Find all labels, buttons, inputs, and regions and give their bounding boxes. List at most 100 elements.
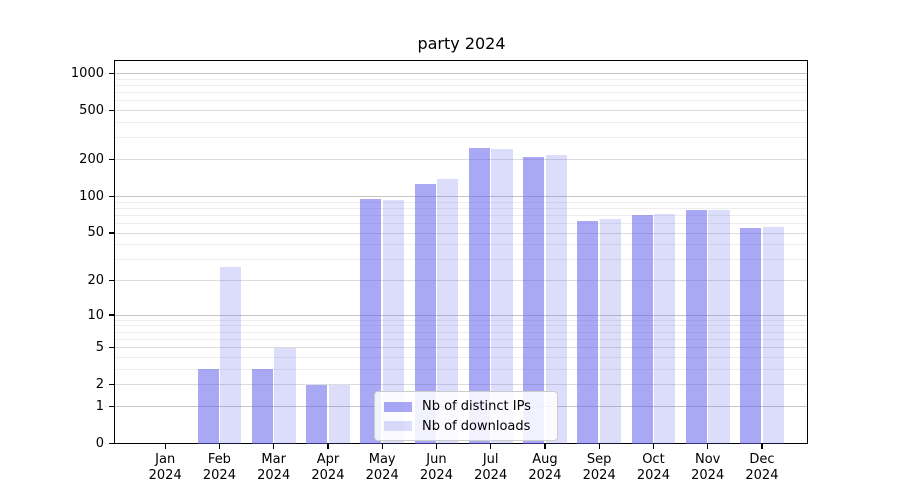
gridline-300 xyxy=(115,137,807,139)
x-tick-mark xyxy=(218,444,221,449)
bar-ips-dec xyxy=(740,227,762,444)
gridline-60 xyxy=(115,222,807,224)
bar-downloads-apr xyxy=(328,384,350,444)
gridline-4 xyxy=(115,356,807,358)
gridline-900 xyxy=(115,78,807,80)
x-tick-label: Sep 2024 xyxy=(582,452,616,483)
bar-downloads-aug xyxy=(545,154,567,444)
bar-downloads-dec xyxy=(762,227,784,444)
x-tick-label: May 2024 xyxy=(365,452,399,483)
bar-downloads-jul xyxy=(491,148,513,444)
y-tick-mark xyxy=(109,279,114,282)
x-tick-label: Mar 2024 xyxy=(257,452,291,483)
gridline-600 xyxy=(115,100,807,102)
y-tick-label: 500 xyxy=(79,103,104,119)
bar-ips-oct xyxy=(631,215,653,444)
legend-label: Nb of downloads xyxy=(422,418,531,434)
x-tick-label: Apr 2024 xyxy=(311,452,345,483)
y-tick-label: 10 xyxy=(87,307,104,323)
gridline-20 xyxy=(115,280,807,282)
y-tick-mark xyxy=(109,346,114,349)
gridline-1000 xyxy=(115,73,807,75)
y-tick-label: 1 xyxy=(95,398,104,414)
x-tick-mark xyxy=(598,444,600,449)
y-tick-mark xyxy=(109,314,114,316)
x-tick-label: Oct 2024 xyxy=(636,452,670,483)
legend: Nb of distinct IPs Nb of downloads xyxy=(374,391,558,441)
x-tick-mark xyxy=(435,444,438,449)
y-tick-mark xyxy=(109,232,114,234)
legend-swatch xyxy=(384,421,412,432)
gridline-3 xyxy=(115,368,807,370)
bar-downloads-jun xyxy=(437,178,459,444)
bar-downloads-may xyxy=(382,200,405,444)
legend-swatch xyxy=(384,401,412,412)
gridline-9 xyxy=(115,319,807,321)
chart-title: party 2024 xyxy=(417,34,506,53)
gridline-700 xyxy=(115,92,807,94)
gridline-30 xyxy=(115,259,807,261)
y-tick-mark xyxy=(109,195,114,198)
x-tick-label: Jul 2024 xyxy=(474,452,508,483)
gridline-100 xyxy=(115,195,807,197)
y-tick-label: 0 xyxy=(95,436,104,451)
x-tick-mark xyxy=(490,444,492,449)
y-tick-mark xyxy=(109,383,114,386)
gridline-90 xyxy=(115,201,807,203)
y-tick-mark xyxy=(109,72,114,75)
gridline-7 xyxy=(115,331,807,333)
y-tick-label: 1000 xyxy=(70,66,104,82)
bar-ips-jul xyxy=(468,148,490,444)
y-tick-mark xyxy=(109,158,114,161)
x-tick-mark xyxy=(761,444,763,449)
y-tick-mark xyxy=(109,109,114,112)
gridline-2 xyxy=(115,384,807,386)
x-tick-mark xyxy=(381,444,383,449)
gridline-500 xyxy=(115,110,807,112)
y-tick-label: 100 xyxy=(79,188,104,204)
gridline-400 xyxy=(115,122,807,124)
x-tick-mark xyxy=(273,444,275,449)
y-tick-label: 20 xyxy=(87,272,104,288)
x-tick-label: Aug 2024 xyxy=(528,452,562,483)
x-tick-label: Jan 2024 xyxy=(148,452,182,483)
x-tick-label: Nov 2024 xyxy=(691,452,725,483)
gridline-50 xyxy=(115,232,807,234)
gridline-800 xyxy=(115,85,807,87)
x-tick-mark xyxy=(544,444,546,449)
bar-downloads-nov xyxy=(708,209,730,444)
gridline-6 xyxy=(115,338,807,340)
bar-downloads-mar xyxy=(274,347,296,444)
x-tick-mark xyxy=(164,444,166,449)
bar-ips-feb xyxy=(197,369,219,444)
gridline-40 xyxy=(115,244,807,246)
legend-entry-downloads: Nb of downloads xyxy=(384,417,549,435)
bar-downloads-feb xyxy=(220,267,242,444)
x-tick-label: Dec 2024 xyxy=(745,452,779,483)
bar-downloads-sep xyxy=(599,219,622,444)
x-tick-mark xyxy=(652,444,655,449)
bar-ips-nov xyxy=(685,209,707,444)
y-tick-label: 50 xyxy=(87,225,104,241)
legend-entry-distinct-ips: Nb of distinct IPs xyxy=(384,398,549,416)
y-tick-label: 2 xyxy=(95,377,104,393)
gridline-80 xyxy=(115,207,807,209)
bar-ips-apr xyxy=(306,384,328,444)
y-tick-label: 5 xyxy=(95,340,104,356)
gridline-8 xyxy=(115,325,807,327)
x-tick-label: Jun 2024 xyxy=(419,452,453,483)
bar-ips-may xyxy=(360,199,382,444)
x-tick-mark xyxy=(327,444,329,449)
bar-ips-aug xyxy=(523,156,545,444)
y-tick-mark xyxy=(109,442,114,445)
gridline-5 xyxy=(115,347,807,349)
bar-ips-sep xyxy=(577,220,599,444)
gridline-70 xyxy=(115,214,807,216)
bar-downloads-oct xyxy=(654,214,676,444)
legend-label: Nb of distinct IPs xyxy=(422,399,531,415)
gridline-200 xyxy=(115,159,807,161)
y-tick-mark xyxy=(109,405,114,408)
x-tick-mark xyxy=(707,444,709,449)
bar-ips-mar xyxy=(251,369,273,444)
